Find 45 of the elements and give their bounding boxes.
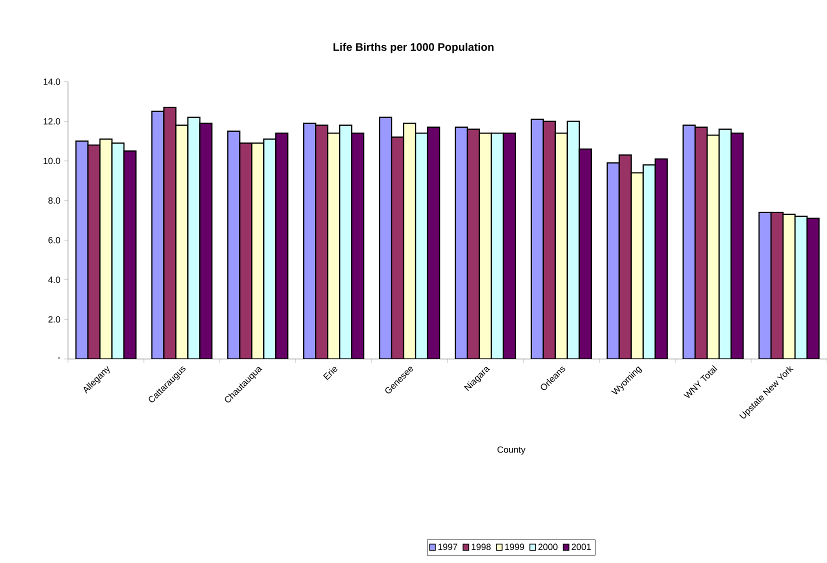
bar (466, 128, 480, 359)
bar (502, 132, 516, 359)
bar (175, 124, 188, 359)
bar (770, 212, 784, 359)
bar (782, 214, 796, 359)
legend-label: 2000 (538, 544, 558, 550)
bar (478, 132, 492, 359)
bar (758, 212, 772, 359)
bar (199, 122, 212, 359)
legend-label: 1998 (472, 544, 491, 550)
bar (490, 132, 504, 359)
bar (542, 120, 556, 359)
y-tick-label: 2.0 (48, 316, 60, 323)
chart-title: Life Births per 1000 Population (334, 42, 494, 54)
legend-label: 2001 (572, 544, 591, 550)
bar (123, 150, 137, 359)
bar (402, 122, 416, 359)
bar (390, 136, 404, 359)
bar (151, 110, 164, 359)
y-tick-label: 12.0 (44, 118, 60, 124)
bar (75, 140, 89, 359)
bar (454, 126, 468, 359)
bar (163, 106, 176, 359)
bar (806, 218, 820, 359)
bar (187, 116, 200, 359)
bar (794, 216, 808, 359)
bar (566, 120, 580, 359)
x-tick-label: Erie (323, 366, 338, 380)
y-tick-label: 4.0 (48, 276, 60, 283)
legend-label: 1999 (505, 544, 524, 550)
bar (426, 126, 440, 359)
legend-label: 1997 (438, 544, 458, 550)
y-tick-label: 6.0 (48, 236, 60, 244)
bar (378, 116, 392, 359)
x-axis-title: County (498, 446, 526, 455)
y-tick-label: 10.0 (44, 158, 60, 164)
bar (530, 118, 544, 359)
bar (87, 144, 101, 359)
bar (111, 142, 125, 359)
y-tick-label: 14.0 (44, 78, 60, 85)
bar (99, 138, 113, 359)
bar (414, 132, 428, 359)
bar (578, 148, 592, 359)
bar (554, 132, 568, 359)
y-tick-label: 8.0 (48, 197, 60, 204)
